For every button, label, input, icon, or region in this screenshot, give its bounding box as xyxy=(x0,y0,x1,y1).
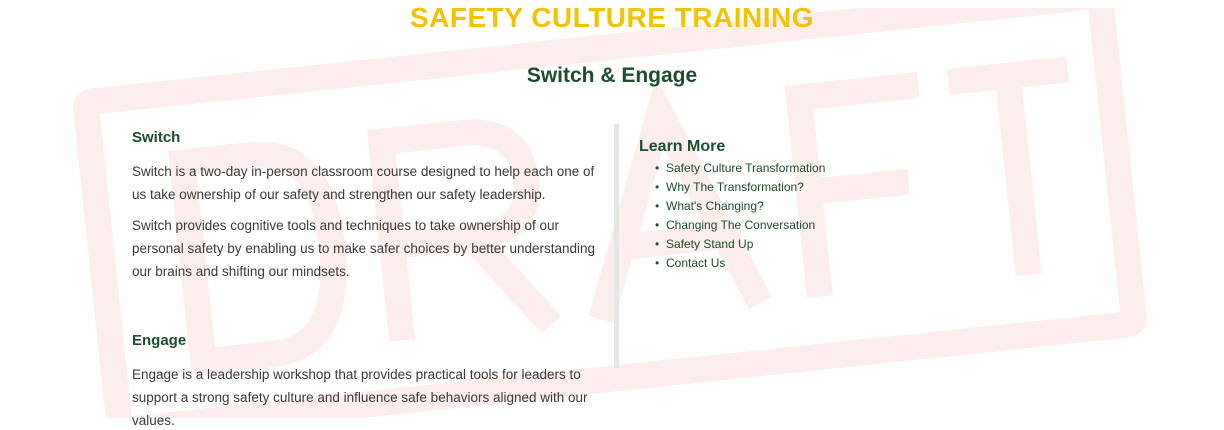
learn-more-heading: Learn More xyxy=(639,138,726,155)
link-why-the-transformation[interactable]: • Why The Transformation? xyxy=(655,178,999,197)
learn-more-sidebar: Learn More • Safety Culture Transformatio… xyxy=(639,137,999,273)
column-divider xyxy=(614,124,619,368)
link-changing-the-conversation[interactable]: • Changing The Conversation xyxy=(655,216,999,235)
page-subtitle: Switch & Engage xyxy=(526,64,698,87)
bullet-icon: • xyxy=(655,199,660,213)
switch-paragraph-2: Switch provides cognitive tools and tech… xyxy=(132,218,596,279)
link-label[interactable]: Contact Us xyxy=(666,256,726,270)
bullet-icon: • xyxy=(655,161,660,175)
link-label[interactable]: Changing The Conversation xyxy=(666,218,816,232)
engage-paragraph-1: Engage is a leadership workshop that pro… xyxy=(132,367,588,428)
switch-paragraph-1: Switch is a two-day in-person classroom … xyxy=(132,164,595,202)
bullet-icon: • xyxy=(655,237,660,251)
link-safety-stand-up[interactable]: • Safety Stand Up xyxy=(655,235,999,254)
link-safety-culture-transformation[interactable]: • Safety Culture Transformation xyxy=(655,159,999,178)
bullet-icon: • xyxy=(655,180,660,194)
link-label[interactable]: Why The Transformation? xyxy=(666,180,804,194)
link-whats-changing[interactable]: • What's Changing? xyxy=(655,197,999,216)
bullet-icon: • xyxy=(655,218,660,232)
engage-section: Engage Engage is a leadership workshop t… xyxy=(132,331,602,430)
link-label[interactable]: Safety Stand Up xyxy=(666,237,754,251)
switch-section: Switch Switch is a two-day in-person cla… xyxy=(132,128,602,291)
switch-heading: Switch xyxy=(132,129,181,146)
link-label[interactable]: What's Changing? xyxy=(666,199,764,213)
link-label[interactable]: Safety Culture Transformation xyxy=(666,161,826,175)
page-title: SAFETY CULTURE TRAINING xyxy=(409,2,815,33)
engage-heading: Engage xyxy=(132,332,187,349)
bullet-icon: • xyxy=(655,256,660,270)
link-contact-us[interactable]: • Contact Us xyxy=(655,254,999,273)
learn-more-links: • Safety Culture Transformation • Why The … xyxy=(639,159,999,273)
